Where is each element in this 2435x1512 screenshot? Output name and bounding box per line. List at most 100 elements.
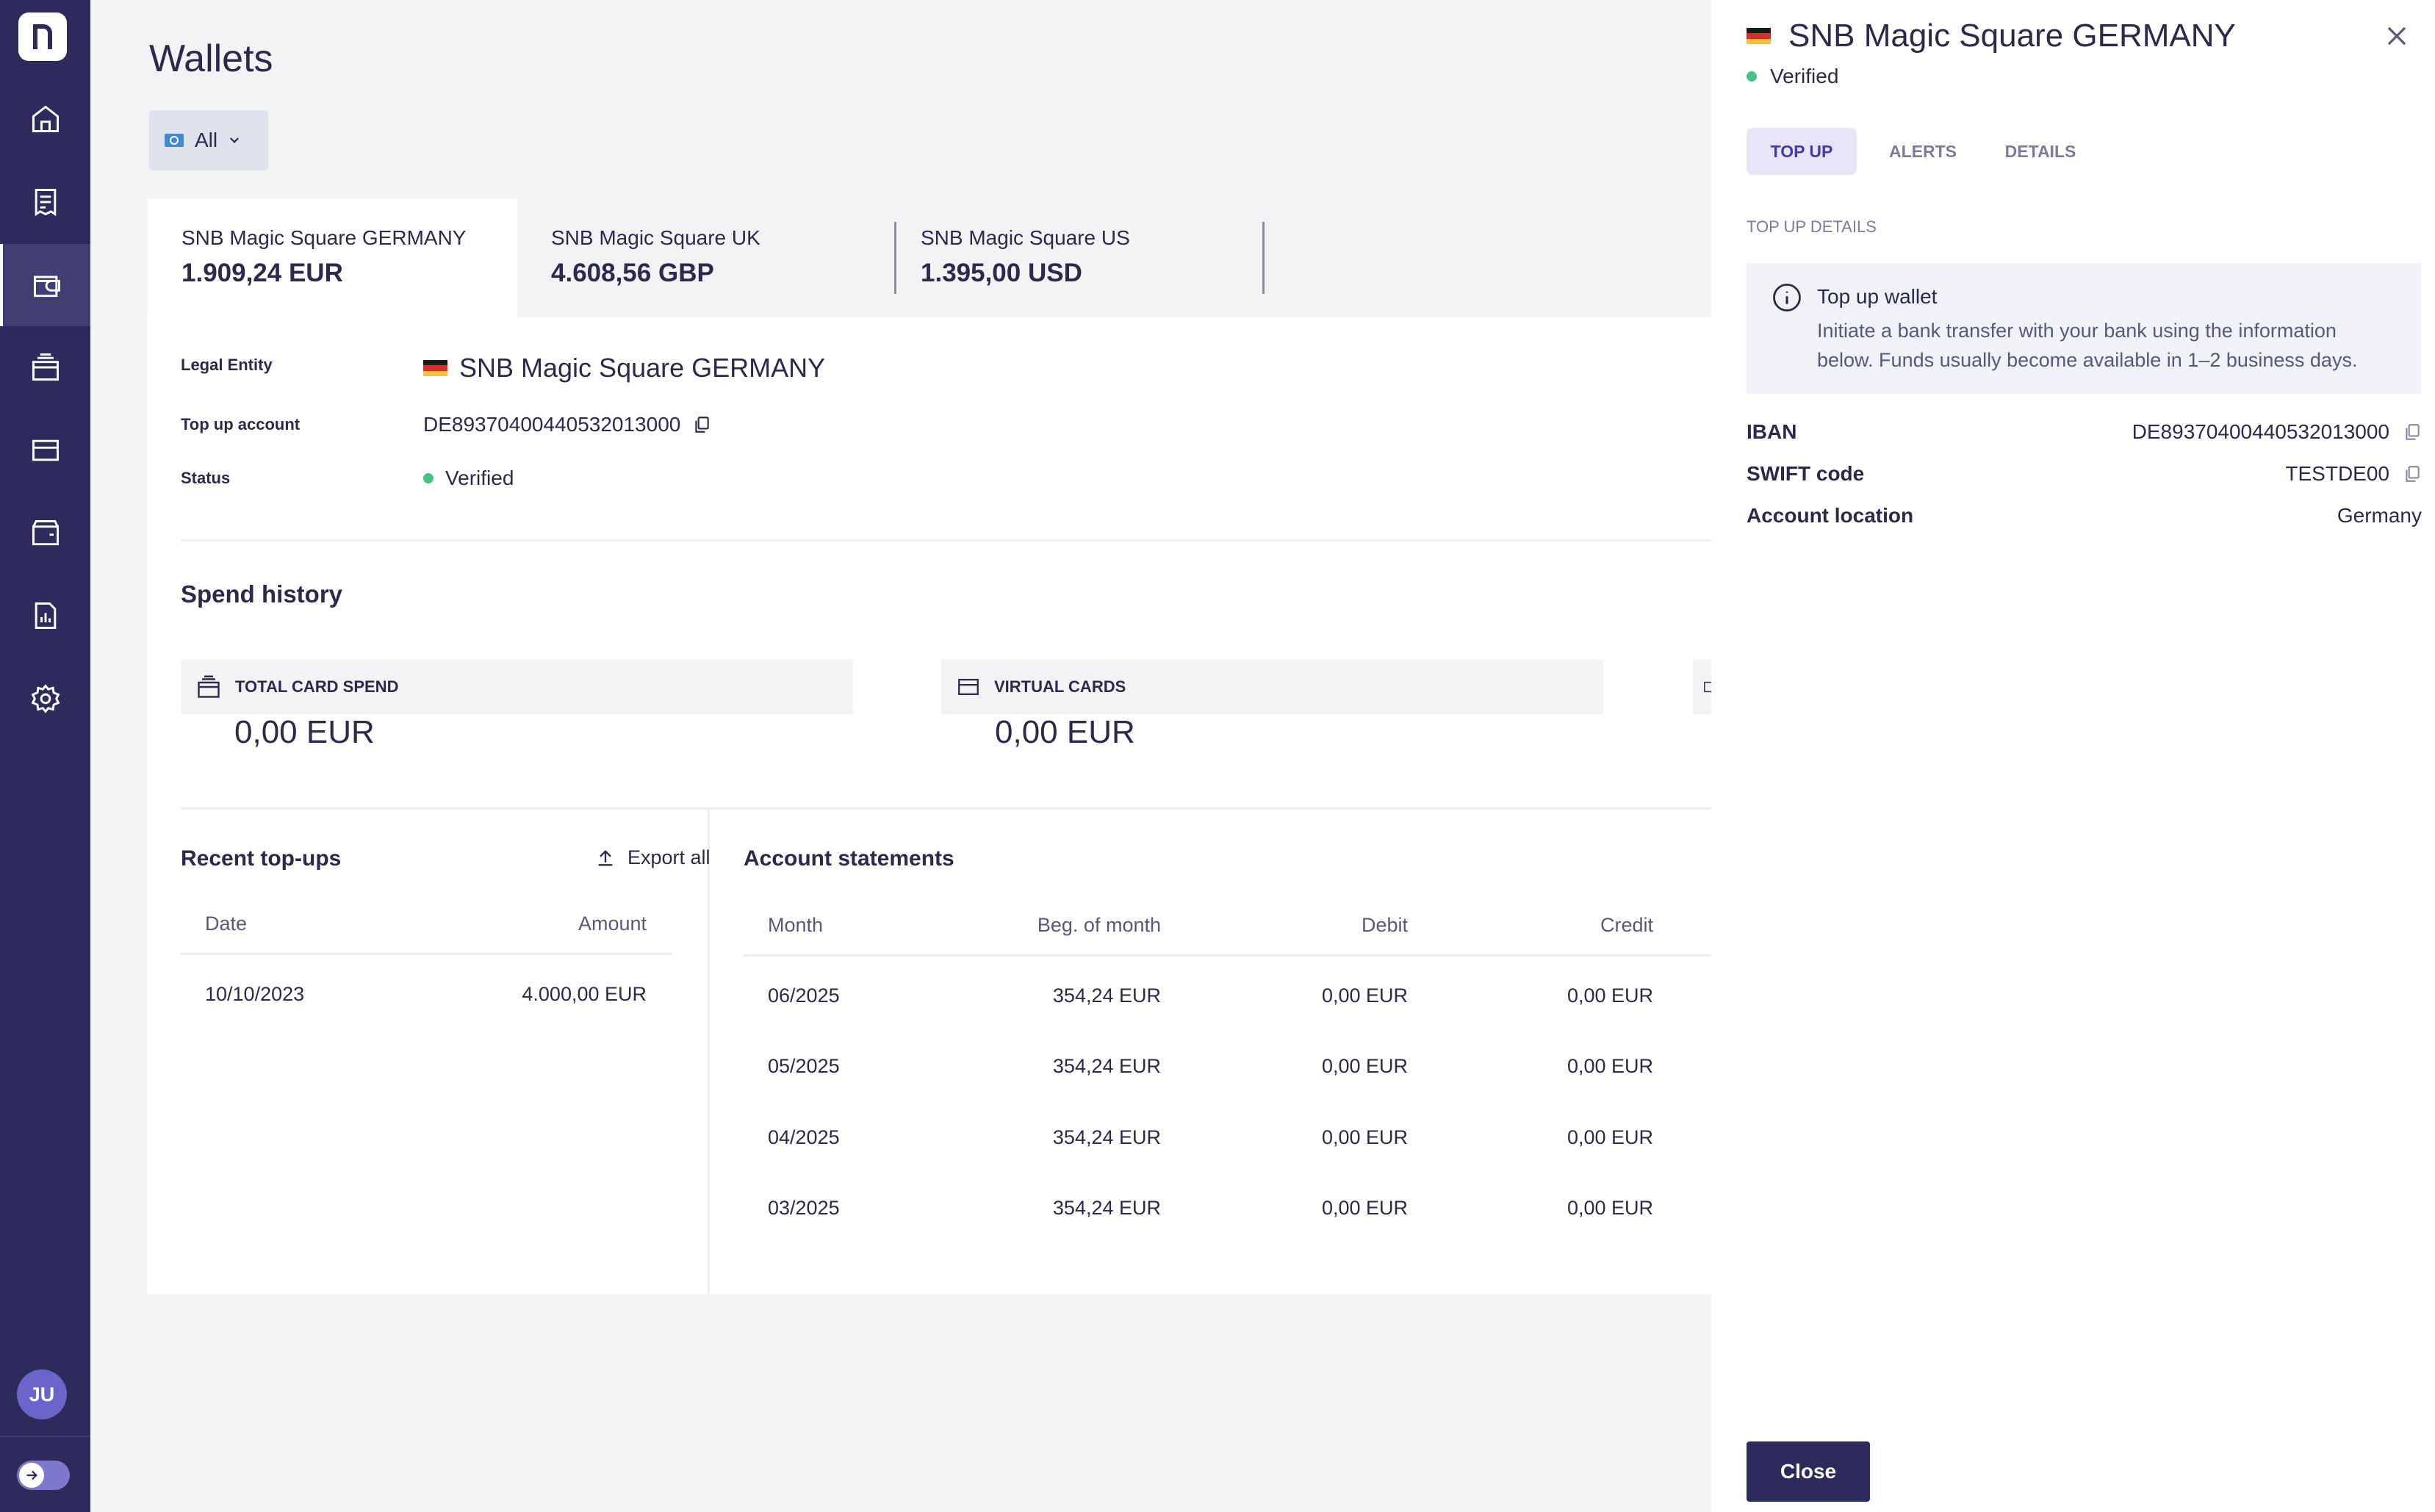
filter-label: All: [195, 129, 218, 151]
panel-status-badge: Verified: [1747, 65, 1838, 88]
column-header-amount: Amount: [578, 912, 647, 935]
home-icon: [32, 105, 59, 132]
total-card-spend-box: TOTAL CARD SPEND: [181, 660, 853, 714]
wallet-side-panel: SNB Magic Square GERMANY Verified TOP UP…: [1711, 0, 2435, 1512]
topup-date: 10/10/2023: [205, 983, 305, 1005]
card-icon: [958, 678, 979, 696]
statement-beg: 354,24 EUR: [1052, 1197, 1161, 1219]
wallet-tab-name: SNB Magic Square US: [921, 226, 1130, 249]
statement-beg: 354,24 EUR: [1052, 1126, 1161, 1148]
sidebar-item-virtual-cards[interactable]: [0, 409, 90, 492]
sidebar-item-cards[interactable]: [0, 326, 90, 408]
close-button[interactable]: Close: [1747, 1441, 1870, 1502]
logo-icon: [33, 24, 52, 49]
wallet-tab-name: SNB Magic Square UK: [551, 226, 760, 249]
sidebar-item-home[interactable]: [0, 78, 90, 160]
page-title: Wallets: [149, 37, 273, 80]
folder-wallet-icon: [32, 520, 59, 546]
statement-beg: 354,24 EUR: [1052, 1055, 1161, 1077]
tab-details[interactable]: DETAILS: [2004, 141, 2076, 161]
copy-icon[interactable]: [692, 414, 711, 435]
germany-flag-icon: [1747, 28, 1771, 44]
info-text: Initiate a bank transfer with your bank …: [1817, 320, 2358, 371]
export-all-button[interactable]: Export all: [595, 846, 711, 869]
sidebar-item-wallets[interactable]: [0, 244, 90, 326]
status-value: Verified: [445, 467, 514, 489]
app-logo[interactable]: [18, 12, 67, 61]
total-card-spend-label: TOTAL CARD SPEND: [235, 677, 399, 696]
topup-account-iban: DE89370400440532013000: [423, 413, 681, 436]
wallet-tab-germany[interactable]: SNB Magic Square GERMANY 1.909,24 EUR: [148, 198, 517, 317]
avatar[interactable]: JU: [17, 1369, 67, 1419]
receipt-icon: [35, 189, 56, 217]
topup-account-value: DE89370400440532013000: [423, 413, 711, 436]
sidebar-divider: [0, 1436, 90, 1437]
statement-month: 03/2025: [768, 1197, 840, 1219]
recent-topups-title: Recent top-ups: [181, 846, 342, 871]
statement-debit: 0,00 EUR: [1321, 1126, 1408, 1148]
swift-label: SWIFT code: [1747, 462, 1865, 485]
sidebar: JU: [0, 0, 90, 1512]
account-location-label: Account location: [1747, 504, 1914, 527]
statement-beg: 354,24 EUR: [1052, 984, 1161, 1007]
iban-value: DE89370400440532013000: [2132, 420, 2389, 443]
virtual-cards-label: VIRTUAL CARDS: [994, 677, 1126, 696]
status-label: Status: [181, 469, 231, 487]
close-icon[interactable]: [2383, 22, 2411, 50]
arrow-right-icon: [19, 1463, 44, 1488]
tab-alerts[interactable]: ALERTS: [1889, 141, 1957, 161]
panel-title: SNB Magic Square GERMANY: [1747, 18, 2236, 54]
copy-icon[interactable]: [2403, 422, 2422, 442]
wallet-tab-balance: 1.395,00 USD: [921, 259, 1082, 287]
account-statements-title: Account statements: [744, 846, 954, 871]
wallet-tab-name: SNB Magic Square GERMANY: [181, 226, 467, 249]
topup-info-box: Top up wallet Initiate a bank transfer w…: [1747, 263, 2421, 394]
info-icon: [1773, 284, 1801, 312]
topup-amount: 4.000,00 EUR: [522, 983, 647, 1005]
wallet-tab-us[interactable]: SNB Magic Square US 1.395,00 USD: [887, 198, 1254, 317]
wallet-filter-dropdown[interactable]: All: [149, 110, 268, 170]
table-header-divider: [744, 954, 1711, 957]
account-location-value: Germany: [2337, 504, 2422, 527]
sidebar-item-reports[interactable]: [0, 575, 90, 657]
statement-month: 06/2025: [768, 984, 840, 1007]
spend-box-partial: [1693, 660, 1711, 714]
tab-divider: [1262, 222, 1265, 294]
sidebar-item-settings[interactable]: [0, 658, 90, 740]
wallet-icon: [33, 276, 60, 298]
status-badge: Verified: [423, 467, 514, 490]
copy-icon[interactable]: [2403, 464, 2422, 484]
wallet-tab-uk[interactable]: SNB Magic Square UK 4.608,56 GBP: [517, 198, 885, 317]
spend-history-title: Spend history: [181, 580, 343, 608]
column-header-credit: Credit: [1600, 914, 1653, 936]
column-header-month: Month: [768, 914, 824, 936]
swift-value: TESTDE00: [2285, 462, 2389, 485]
statement-credit: 0,00 EUR: [1567, 1126, 1653, 1148]
chevron-down-icon: [230, 137, 240, 143]
legal-entity-label: Legal Entity: [181, 356, 273, 374]
divider: [181, 807, 1711, 810]
vertical-divider: [708, 807, 710, 1295]
upload-icon: [598, 849, 613, 865]
virtual-cards-value: 0,00 EUR: [995, 714, 1135, 750]
wallet-tab-balance: 1.909,24 EUR: [181, 259, 343, 287]
total-card-spend-value: 0,00 EUR: [234, 714, 375, 750]
statement-month: 05/2025: [768, 1055, 840, 1077]
sidebar-item-expenses[interactable]: [0, 161, 90, 243]
divider: [181, 539, 1711, 541]
table-header-divider: [181, 953, 672, 955]
statement-credit: 0,00 EUR: [1567, 1197, 1653, 1219]
cards-icon: [32, 353, 59, 381]
germany-flag-icon: [423, 360, 447, 376]
tab-top-up[interactable]: TOP UP: [1747, 128, 1857, 175]
topup-account-label: Top up account: [181, 415, 301, 433]
sidebar-item-accounts[interactable]: [0, 492, 90, 575]
gear-icon: [31, 684, 60, 713]
wallet-tabs: SNB Magic Square GERMANY 1.909,24 EUR SN…: [148, 198, 1713, 317]
sidebar-collapse-toggle[interactable]: [17, 1461, 70, 1490]
card-icon: [32, 439, 59, 461]
swift-value-row: TESTDE00: [2285, 462, 2422, 486]
info-title: Top up wallet: [1817, 285, 1938, 308]
panel-status-text: Verified: [1770, 65, 1839, 87]
column-header-date: Date: [205, 912, 248, 935]
